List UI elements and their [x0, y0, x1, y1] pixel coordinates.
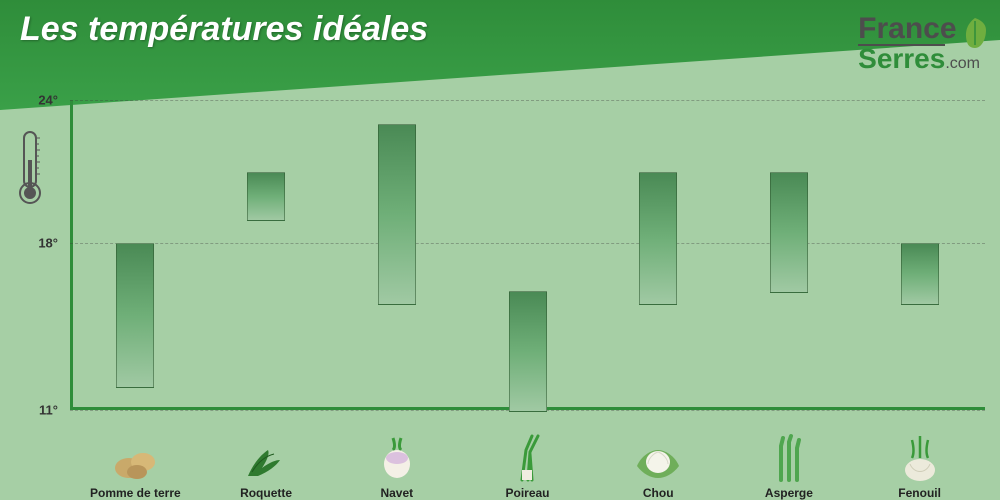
category-name: Navet [342, 486, 452, 500]
temperature-bar [116, 243, 154, 388]
thermometer-icon [15, 130, 45, 205]
logo-suffix: .com [945, 55, 980, 72]
y-tick-label: 11° [39, 403, 58, 418]
temperature-bar [378, 124, 416, 305]
brand-logo: France Serres.com [858, 15, 980, 72]
chart-plot-area: 11°18°24° [70, 100, 985, 410]
logo-line2: Serres [858, 44, 945, 73]
temperature-bar [639, 172, 677, 305]
temperature-bar [901, 243, 939, 305]
category-name: Roquette [211, 486, 321, 500]
x-axis-labels: Pomme de terre Roquette Navet Poireau Chou As… [70, 410, 985, 500]
category-label: Navet [342, 434, 452, 500]
fenouil-icon [865, 434, 975, 482]
temperature-bar [247, 172, 285, 222]
temperature-bar [509, 291, 547, 412]
category-label: Pomme de terre [80, 434, 190, 500]
logo-leaf-icon [962, 17, 988, 49]
potato-icon [80, 434, 190, 482]
category-label: Chou [603, 434, 713, 500]
chou-icon [603, 434, 713, 482]
temperature-bar [770, 172, 808, 293]
category-name: Chou [603, 486, 713, 500]
poireau-icon [473, 434, 583, 482]
category-name: Fenouil [865, 486, 975, 500]
navet-icon [342, 434, 452, 482]
category-label: Asperge [734, 434, 844, 500]
asperge-icon [734, 434, 844, 482]
header-band: Les températures idéales [0, 0, 1000, 110]
y-tick-label: 24° [38, 93, 58, 108]
category-name: Poireau [473, 486, 583, 500]
roquette-icon [211, 434, 321, 482]
category-label: Roquette [211, 434, 321, 500]
bar-series [70, 100, 985, 410]
category-name: Asperge [734, 486, 844, 500]
category-name: Pomme de terre [80, 486, 190, 500]
y-tick-label: 18° [38, 236, 58, 251]
category-label: Fenouil [865, 434, 975, 500]
page-title: Les températures idéales [20, 10, 428, 49]
category-label: Poireau [473, 434, 583, 500]
